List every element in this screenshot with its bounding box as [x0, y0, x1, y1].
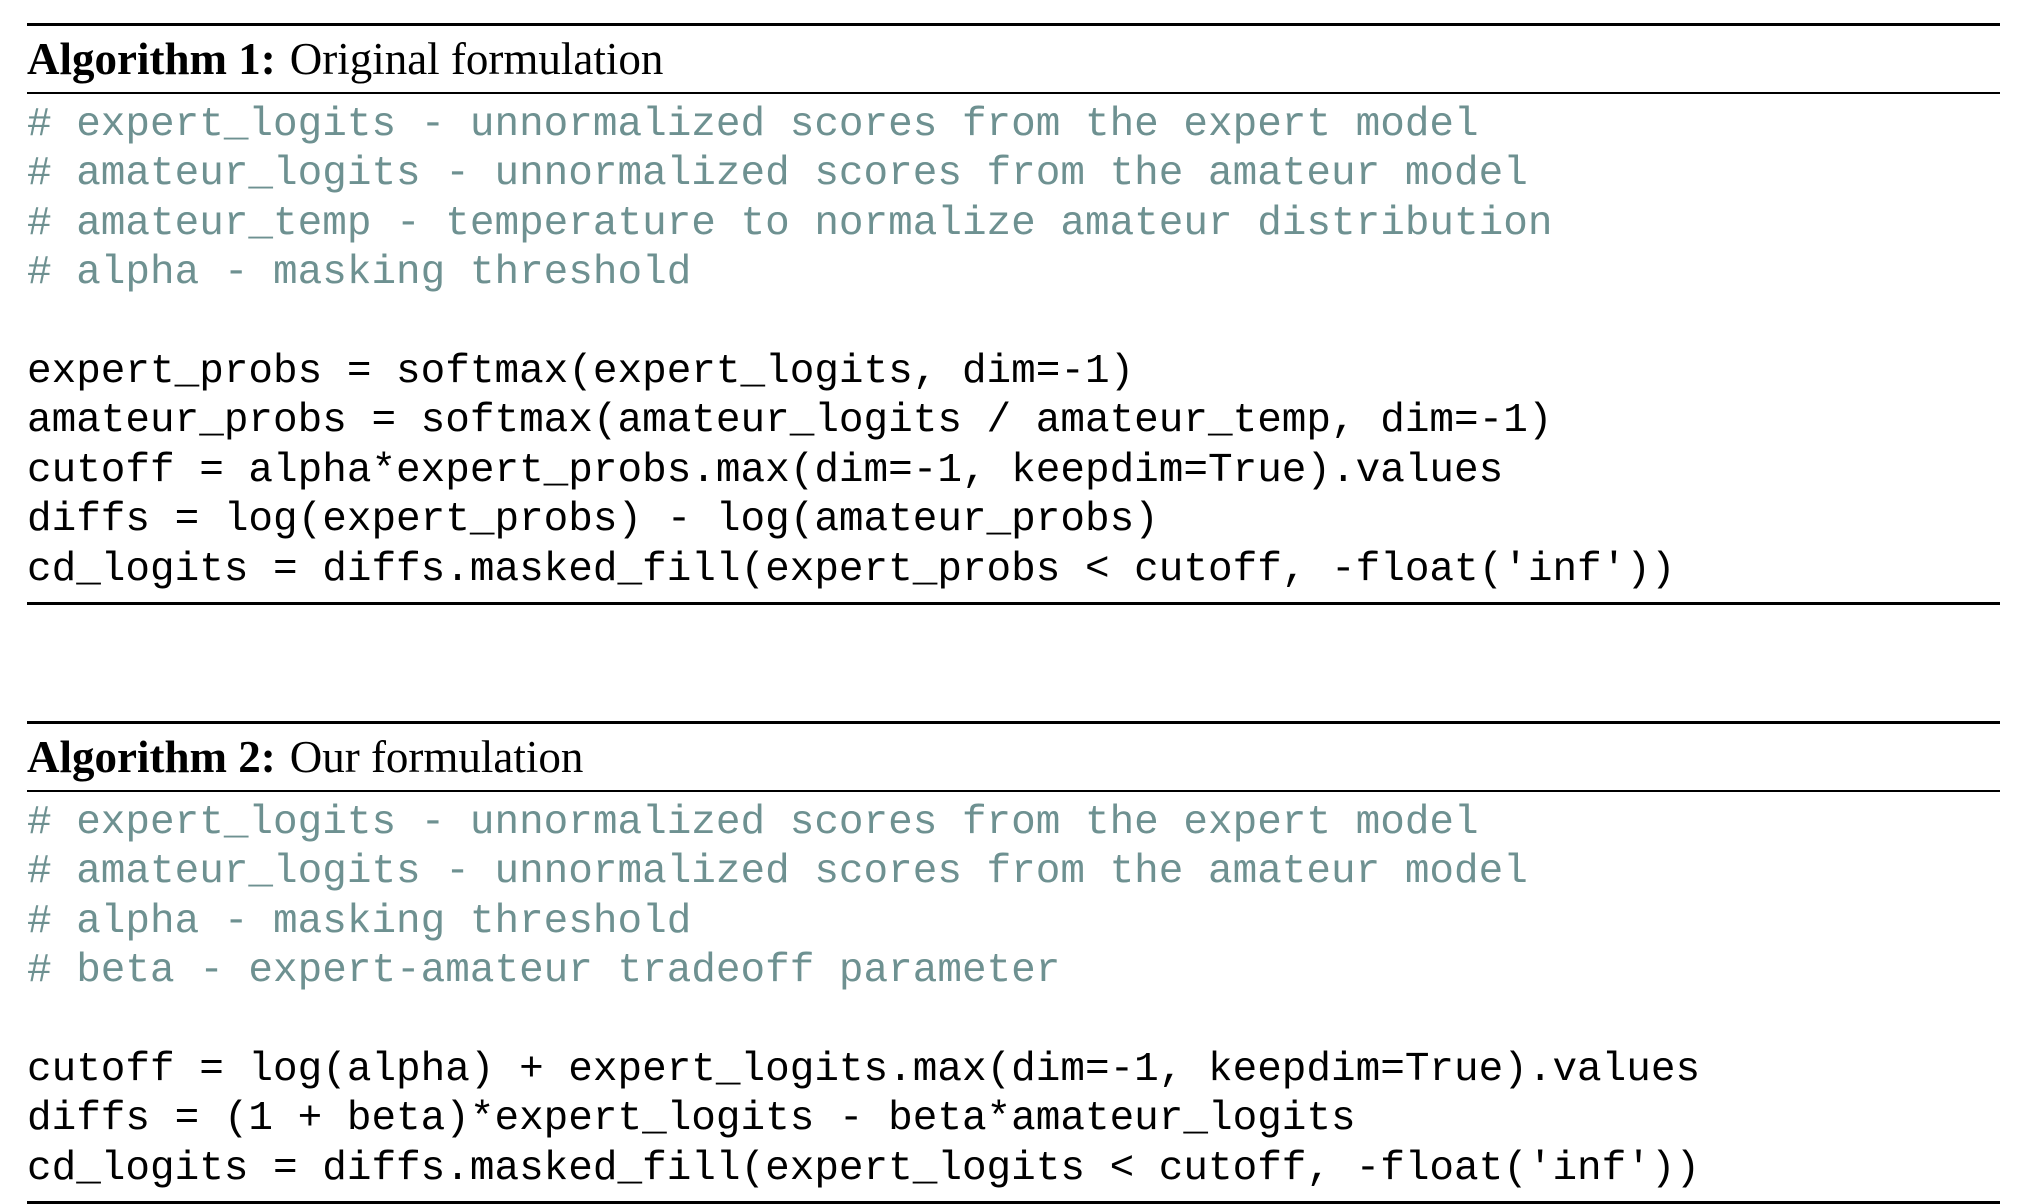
- code-line: cd_logits = diffs.masked_fill(expert_log…: [27, 1145, 1701, 1192]
- algorithm-header-rule: [27, 790, 2000, 792]
- algorithm-top-rule: [27, 23, 2000, 26]
- algorithm-top-rule: [27, 721, 2000, 724]
- code-comment-line: # expert_logits - unnormalized scores fr…: [27, 800, 1479, 846]
- algorithm-label: Algorithm 1:: [27, 34, 276, 84]
- algorithm-header: Algorithm 1: Original formulation: [27, 26, 2000, 92]
- algorithm-label: Algorithm 2:: [27, 732, 276, 782]
- algorithm-header-rule: [27, 92, 2000, 94]
- algorithm-code-listing: # expert_logits - unnormalized scores fr…: [27, 792, 2000, 1201]
- code-comment-line: # alpha - masking threshold: [27, 250, 692, 297]
- code-line: cd_logits = diffs.masked_fill(expert_pro…: [27, 546, 1676, 593]
- code-comment-line: # alpha - masking threshold: [27, 898, 692, 945]
- code-line: cutoff = alpha*expert_probs.max(dim=-1, …: [27, 447, 1504, 494]
- algorithm-block-2: Algorithm 2: Our formulation # expert_log…: [27, 721, 2000, 1204]
- code-comment-line: # beta - expert-amateur tradeoff paramet…: [27, 948, 1061, 995]
- code-comment-line: # amateur_logits - unnormalized scores f…: [27, 151, 1528, 198]
- code-blank-line: [27, 997, 2000, 1046]
- code-comment-line: # amateur_logits - unnormalized scores f…: [27, 849, 1528, 896]
- algorithm-code-listing: # expert_logits - unnormalized scores fr…: [27, 94, 2000, 602]
- algorithm-block-1: Algorithm 1: Original formulation # exper…: [27, 23, 2000, 605]
- code-line: cutoff = log(alpha) + expert_logits.max(…: [27, 1046, 1701, 1093]
- code-line: amateur_probs = softmax(amateur_logits /…: [27, 398, 1553, 445]
- code-comment-line: # amateur_temp - temperature to normaliz…: [27, 200, 1553, 247]
- algorithm-title: Our formulation: [289, 732, 584, 782]
- code-line: diffs = (1 + beta)*expert_logits - beta*…: [27, 1096, 1356, 1143]
- code-comment-line: # expert_logits - unnormalized scores fr…: [27, 102, 1479, 148]
- code-line: expert_probs = softmax(expert_logits, di…: [27, 348, 1135, 395]
- code-blank-line: [27, 299, 2000, 348]
- algorithm-header: Algorithm 2: Our formulation: [27, 724, 2000, 790]
- algorithm-bottom-rule: [27, 601, 2000, 605]
- code-line: diffs = log(expert_probs) - log(amateur_…: [27, 497, 1159, 544]
- algorithm-title: Original formulation: [289, 34, 664, 84]
